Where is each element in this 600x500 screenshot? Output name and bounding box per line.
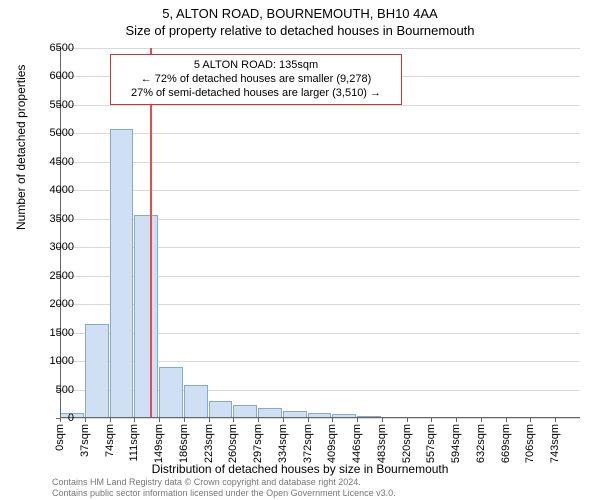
ytick-label: 2000 bbox=[50, 298, 74, 310]
xtick-mark bbox=[283, 418, 284, 422]
footer-attribution: Contains HM Land Registry data © Crown c… bbox=[52, 477, 396, 499]
xtick-label: 743sqm bbox=[549, 424, 561, 463]
y-axis-label: Number of detached properties bbox=[14, 65, 28, 230]
histogram-bar bbox=[110, 129, 134, 418]
ytick-label: 3500 bbox=[50, 213, 74, 225]
histogram-bar bbox=[159, 367, 183, 418]
xtick-mark bbox=[85, 418, 86, 422]
xtick-label: 334sqm bbox=[277, 424, 289, 463]
ytick-label: 5000 bbox=[50, 127, 74, 139]
xtick-label: 594sqm bbox=[450, 424, 462, 463]
xtick-label: 149sqm bbox=[153, 424, 165, 463]
xtick-label: 446sqm bbox=[351, 424, 363, 463]
ytick-label: 3000 bbox=[50, 241, 74, 253]
histogram-bar bbox=[209, 401, 233, 418]
xtick-mark bbox=[456, 418, 457, 422]
xtick-mark bbox=[258, 418, 259, 422]
footer-line: Contains public sector information licen… bbox=[52, 488, 396, 499]
xtick-label: 260sqm bbox=[227, 424, 239, 463]
xtick-mark bbox=[308, 418, 309, 422]
ytick-label: 6000 bbox=[50, 70, 74, 82]
xtick-mark bbox=[110, 418, 111, 422]
histogram-bar bbox=[184, 385, 208, 418]
ytick-label: 0 bbox=[68, 412, 74, 424]
xtick-mark bbox=[159, 418, 160, 422]
annotation-line: ← 72% of detached houses are smaller (9,… bbox=[117, 73, 395, 87]
xtick-label: 372sqm bbox=[302, 424, 314, 463]
x-axis-label: Distribution of detached houses by size … bbox=[0, 462, 600, 476]
xtick-mark bbox=[357, 418, 358, 422]
xtick-mark bbox=[184, 418, 185, 422]
xtick-mark bbox=[382, 418, 383, 422]
xtick-label: 706sqm bbox=[524, 424, 536, 463]
xtick-mark bbox=[60, 418, 61, 422]
ytick-label: 5500 bbox=[50, 99, 74, 111]
ytick-label: 1000 bbox=[50, 355, 74, 367]
xtick-label: 669sqm bbox=[500, 424, 512, 463]
xtick-label: 223sqm bbox=[203, 424, 215, 463]
ytick-label: 500 bbox=[56, 384, 74, 396]
xtick-mark bbox=[209, 418, 210, 422]
plot-area: 0sqm37sqm74sqm111sqm149sqm186sqm223sqm26… bbox=[60, 48, 580, 418]
annotation-line: 5 ALTON ROAD: 135sqm bbox=[117, 59, 395, 73]
gridline bbox=[60, 418, 580, 419]
xtick-label: 0sqm bbox=[54, 424, 66, 451]
xtick-mark bbox=[431, 418, 432, 422]
ytick-label: 4000 bbox=[50, 184, 74, 196]
histogram-bar bbox=[85, 324, 109, 418]
ytick-label: 1500 bbox=[50, 327, 74, 339]
xtick-mark bbox=[530, 418, 531, 422]
gridline bbox=[60, 162, 580, 163]
gridline bbox=[60, 133, 580, 134]
histogram-bar bbox=[134, 215, 158, 418]
xtick-mark bbox=[134, 418, 135, 422]
chart-title: 5, ALTON ROAD, BOURNEMOUTH, BH10 4AA bbox=[0, 0, 600, 21]
footer-line: Contains HM Land Registry data © Crown c… bbox=[52, 477, 396, 488]
ytick-label: 6500 bbox=[50, 42, 74, 54]
gridline bbox=[60, 48, 580, 49]
xtick-label: 632sqm bbox=[475, 424, 487, 463]
xtick-label: 557sqm bbox=[425, 424, 437, 463]
xtick-label: 74sqm bbox=[104, 424, 116, 457]
ytick-label: 4500 bbox=[50, 156, 74, 168]
xtick-label: 37sqm bbox=[79, 424, 91, 457]
xtick-mark bbox=[407, 418, 408, 422]
xtick-mark bbox=[555, 418, 556, 422]
xtick-label: 483sqm bbox=[376, 424, 388, 463]
x-axis-line bbox=[60, 417, 580, 418]
xtick-label: 409sqm bbox=[326, 424, 338, 463]
xtick-label: 520sqm bbox=[401, 424, 413, 463]
xtick-mark bbox=[481, 418, 482, 422]
xtick-label: 297sqm bbox=[252, 424, 264, 463]
annotation-box: 5 ALTON ROAD: 135sqm ← 72% of detached h… bbox=[110, 54, 402, 105]
chart-container: 5, ALTON ROAD, BOURNEMOUTH, BH10 4AA Siz… bbox=[0, 0, 600, 500]
ytick-label: 2500 bbox=[50, 270, 74, 282]
gridline bbox=[60, 190, 580, 191]
xtick-mark bbox=[332, 418, 333, 422]
xtick-label: 111sqm bbox=[128, 424, 140, 462]
xtick-mark bbox=[233, 418, 234, 422]
annotation-line: 27% of semi-detached houses are larger (… bbox=[117, 87, 395, 101]
xtick-mark bbox=[506, 418, 507, 422]
xtick-label: 186sqm bbox=[178, 424, 190, 463]
chart-subtitle: Size of property relative to detached ho… bbox=[0, 21, 600, 38]
